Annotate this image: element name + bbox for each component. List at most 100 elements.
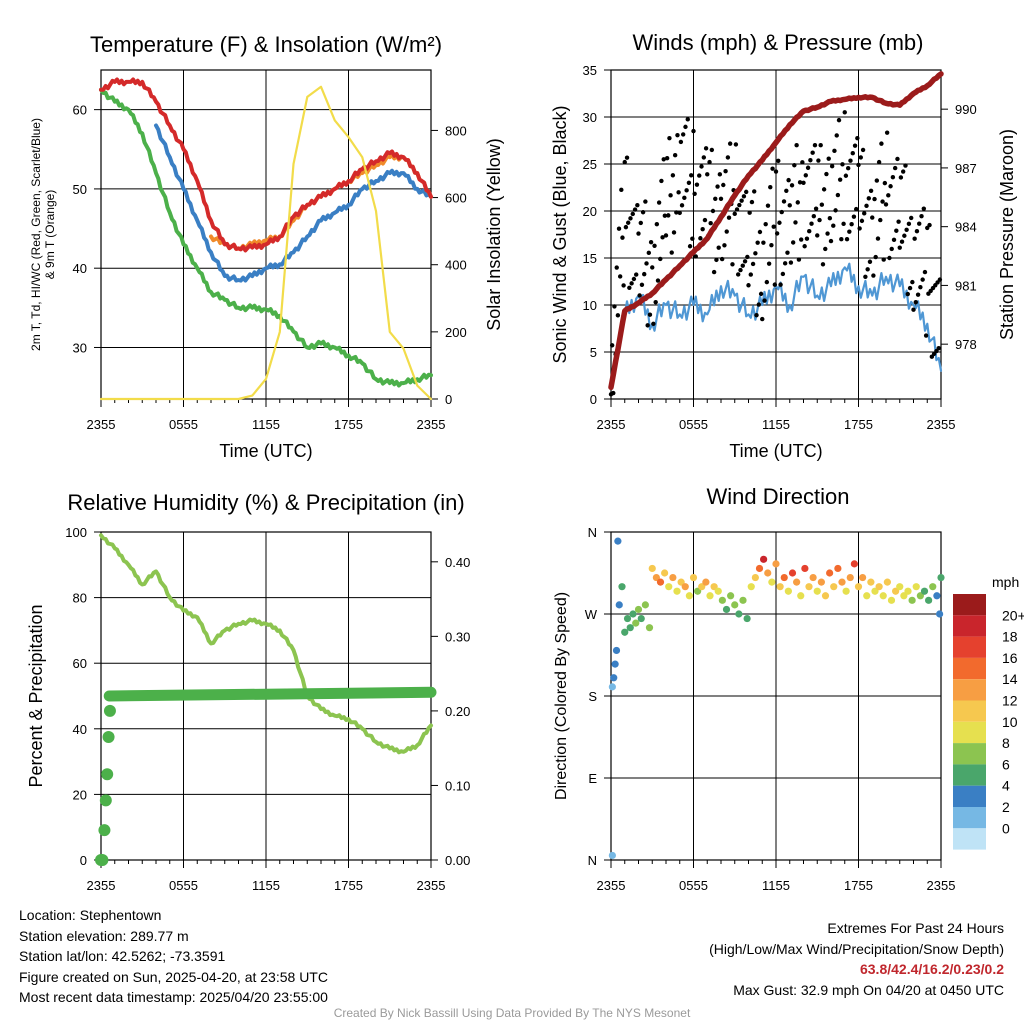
x-tick-label: 1155 <box>252 417 280 432</box>
gust-point <box>642 271 647 277</box>
direction-point <box>920 587 929 595</box>
gust-point <box>895 156 900 162</box>
y-tick-label: 40 <box>73 261 87 276</box>
gust-point <box>788 260 794 265</box>
gust-point <box>669 250 674 255</box>
gust-point <box>795 200 800 205</box>
gust-point <box>660 235 665 240</box>
legend-title: mph <box>992 574 1019 590</box>
gust-point <box>824 171 829 177</box>
y2-tick-label: 600 <box>445 191 467 206</box>
x-axis-label: Time (UTC) <box>219 441 312 461</box>
x-tick-label: 1155 <box>762 417 790 432</box>
gust-point <box>635 203 640 208</box>
gust-point <box>685 117 690 122</box>
gust-point <box>849 221 854 227</box>
panel-title: Relative Humidity (%) & Precipitation (i… <box>67 490 464 515</box>
precip-point <box>102 731 115 743</box>
y2-axis-label: Solar Insolation (Yellow) <box>484 138 504 330</box>
direction-point <box>673 587 681 595</box>
gust-point <box>863 274 868 279</box>
max-gust-text: Max Gust: 32.9 mph On 04/20 at 0450 UTC <box>733 981 1004 998</box>
gust-point <box>655 278 661 283</box>
direction-point <box>784 587 792 595</box>
gust-point <box>921 206 927 211</box>
gust-point <box>639 282 645 287</box>
y-tick-label: 25 <box>583 157 597 172</box>
direction-point <box>908 596 916 604</box>
gust-point <box>847 229 852 234</box>
gust-point <box>818 143 823 148</box>
direction-point <box>900 592 908 600</box>
gust-point <box>648 239 654 245</box>
gust-point <box>913 299 918 305</box>
gust-point <box>650 265 655 270</box>
temp_9m-series-line <box>209 152 433 251</box>
legend-swatch <box>953 764 986 786</box>
gust-point <box>878 217 883 223</box>
gust-point <box>644 261 649 266</box>
y-tick-label: E <box>588 771 597 786</box>
gust-point <box>755 240 760 245</box>
gust-point <box>879 141 884 146</box>
speed-legend: mph 20+ 18 16 14 12 10 8 6 4 2 0 <box>953 574 1024 850</box>
gust-point <box>645 323 650 328</box>
gust-point <box>867 259 873 264</box>
direction-point <box>805 583 813 591</box>
direction-point <box>685 592 693 600</box>
gust-point <box>909 215 914 221</box>
legend-label: 14 <box>1002 671 1018 687</box>
gust-point <box>638 220 643 226</box>
gust-point <box>911 307 916 312</box>
gust-point <box>675 132 680 138</box>
extremes-info: Extremes For Past 24 Hours (High/Low/Max… <box>709 918 1004 1000</box>
gust-point <box>629 281 634 286</box>
gust-point <box>614 265 619 270</box>
direction-point <box>718 596 726 604</box>
gust-point <box>918 284 923 290</box>
gust-point <box>636 231 641 236</box>
gust-point <box>666 213 671 218</box>
gust-point <box>609 343 615 348</box>
y-tick-label: 0 <box>80 853 87 868</box>
y-tick-label: 50 <box>73 182 87 197</box>
gust-dots <box>608 110 943 397</box>
y2-tick-label: 200 <box>445 325 467 340</box>
direction-point <box>611 660 619 668</box>
panel-title: Temperature (F) & Insolation (W/m²) <box>90 32 442 57</box>
gust-point <box>612 304 617 309</box>
extremes-values: 63.8/42.4/16.2/0.23/0.2 <box>859 961 1004 977</box>
direction-point <box>755 564 764 573</box>
gust-point <box>886 193 891 198</box>
direction-point <box>768 578 776 586</box>
gust-point <box>881 257 886 262</box>
direction-point <box>821 592 830 600</box>
gust-point <box>891 237 897 243</box>
direction-point <box>706 592 714 600</box>
precip-point <box>103 704 116 717</box>
gust-point <box>796 257 802 262</box>
gust-point <box>653 299 658 305</box>
gust-point <box>808 158 813 163</box>
gust-point <box>906 221 912 227</box>
panel-title: Winds (mph) & Pressure (mb) <box>633 30 924 55</box>
direction-point <box>875 583 883 591</box>
gust-point <box>919 213 924 219</box>
x-tick-label: 2355 <box>597 878 626 893</box>
gust-point <box>617 274 623 279</box>
direction-point <box>883 578 891 586</box>
gust-point <box>794 143 799 148</box>
gust-point <box>646 250 652 256</box>
gust-point <box>817 217 822 223</box>
gust-point <box>883 202 889 207</box>
gust-point <box>692 191 697 196</box>
y-tick-label: 5 <box>590 345 597 360</box>
y2-tick-label: 978 <box>955 337 977 352</box>
gust-point <box>693 254 698 259</box>
gust-point <box>703 146 709 151</box>
direction-point <box>731 601 739 609</box>
gust-point <box>936 346 941 351</box>
latlon-text: Station lat/lon: 42.5262; -73.3591 <box>19 948 226 964</box>
gust-point <box>819 202 825 207</box>
y-tick-label: 20 <box>583 204 597 219</box>
